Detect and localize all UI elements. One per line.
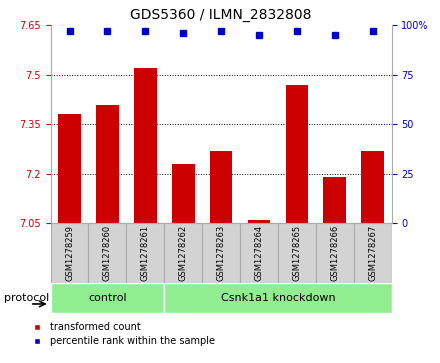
Text: GSM1278267: GSM1278267 (368, 225, 377, 281)
Text: GSM1278259: GSM1278259 (65, 225, 74, 281)
Bar (51, 223, 88, 283)
Bar (210, 151, 232, 223)
Bar (278, 223, 316, 283)
Text: GSM1278265: GSM1278265 (292, 225, 301, 281)
Text: GSM1278266: GSM1278266 (330, 225, 339, 281)
Title: GDS5360 / ILMN_2832808: GDS5360 / ILMN_2832808 (130, 8, 312, 22)
Legend: transformed count, percentile rank within the sample: transformed count, percentile rank withi… (27, 322, 215, 346)
Text: GSM1278263: GSM1278263 (216, 225, 226, 281)
Text: control: control (88, 293, 127, 303)
Text: Csnk1a1 knockdown: Csnk1a1 knockdown (220, 293, 335, 303)
Text: GSM1278262: GSM1278262 (179, 225, 188, 281)
Text: GSM1278261: GSM1278261 (141, 225, 150, 281)
Bar (164, 223, 202, 283)
Text: GSM1278260: GSM1278260 (103, 225, 112, 281)
Bar (361, 151, 384, 223)
Bar (134, 68, 157, 223)
Text: protocol: protocol (4, 293, 50, 303)
Bar (323, 177, 346, 223)
Bar (51, 283, 164, 313)
Bar (58, 114, 81, 223)
Bar (316, 223, 354, 283)
Bar (354, 223, 392, 283)
Bar (172, 164, 194, 223)
Bar (164, 283, 392, 313)
Bar (240, 223, 278, 283)
Bar (248, 220, 270, 223)
Bar (126, 223, 164, 283)
Bar (286, 85, 308, 223)
Text: GSM1278264: GSM1278264 (254, 225, 264, 281)
Bar (96, 105, 119, 223)
Bar (202, 223, 240, 283)
Bar (88, 223, 126, 283)
